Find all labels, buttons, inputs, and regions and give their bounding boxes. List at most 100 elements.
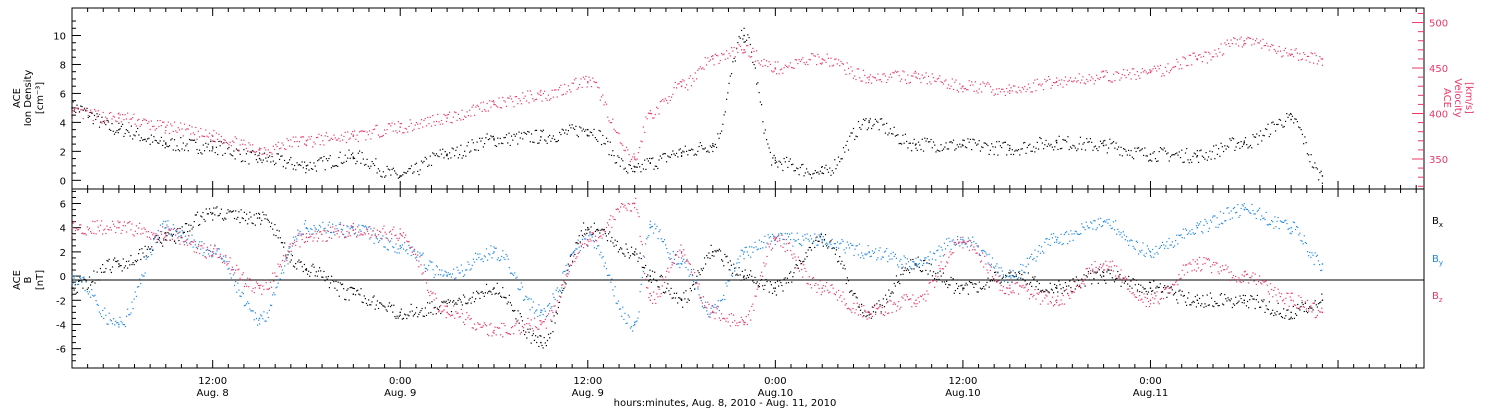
by-dot	[1205, 220, 1207, 222]
velocity-dot	[72, 110, 74, 112]
bx-dot	[610, 240, 612, 242]
velocity-dot	[836, 63, 838, 65]
ion-density-dot	[128, 131, 130, 133]
velocity-dot	[946, 87, 948, 89]
ion-density-dot	[220, 141, 223, 143]
velocity-dot	[1062, 86, 1064, 88]
by-dot	[349, 227, 351, 230]
velocity-dot	[225, 141, 228, 144]
ion-density-dot	[1044, 144, 1046, 146]
by-dot	[104, 307, 106, 309]
by-dot	[237, 282, 239, 284]
velocity-dot	[245, 147, 248, 150]
bz-dot	[120, 232, 122, 235]
velocity-point	[71, 112, 73, 115]
ion-density-dot	[1226, 145, 1228, 147]
ion-density-dot	[443, 157, 445, 159]
by-dot	[787, 236, 790, 238]
velocity-dot	[471, 106, 473, 108]
velocity-dot	[888, 76, 890, 78]
velocity-dot	[644, 131, 646, 134]
velocity-dot	[632, 156, 634, 158]
bx-dot	[742, 276, 745, 278]
bx-dot	[1086, 276, 1088, 278]
velocity-dot	[702, 67, 704, 69]
ion-density-dot	[513, 133, 515, 136]
velocity-dot	[193, 133, 196, 136]
by-dot	[1102, 221, 1105, 223]
velocity-dot	[424, 118, 426, 120]
bx-dot	[1011, 281, 1013, 283]
ion-density-dot	[245, 153, 248, 155]
bx-dot	[1202, 295, 1204, 297]
bx-dot	[245, 213, 248, 215]
bx-dot	[316, 275, 318, 277]
bx-dot	[1010, 271, 1012, 273]
velocity-dot	[673, 87, 675, 89]
by-dot	[735, 267, 737, 269]
bx-dot	[884, 294, 887, 296]
by-dot	[348, 231, 350, 233]
ion-density-dot	[728, 82, 730, 85]
velocity-dot	[636, 158, 638, 160]
bx-dot	[370, 304, 372, 306]
ion-density-dot	[871, 127, 873, 130]
ion-density-dot	[600, 143, 603, 146]
velocity-dot	[518, 97, 520, 100]
by-dot	[362, 225, 364, 227]
bx-dot	[73, 289, 75, 291]
velocity-dot	[445, 120, 448, 123]
bx-dot	[854, 292, 856, 295]
bx-dot	[368, 299, 370, 301]
ion-density-dot	[665, 161, 668, 163]
ion-density-dot	[546, 142, 548, 144]
bx-dot	[283, 246, 285, 248]
ion-density-dot	[829, 167, 831, 169]
by-dot	[279, 278, 281, 280]
by-dot	[934, 253, 936, 255]
bx-dot	[327, 275, 329, 278]
ion-density-dot	[235, 148, 238, 150]
by-dot	[435, 265, 437, 267]
velocity-dot	[715, 54, 718, 56]
ion-density-dot	[519, 137, 521, 139]
by-dot	[105, 314, 107, 317]
by-dot	[544, 310, 546, 312]
bx-dot	[249, 211, 251, 213]
bx-dot	[850, 290, 852, 292]
by-dot	[806, 233, 808, 235]
velocity-dot	[747, 45, 749, 47]
velocity-dot	[409, 119, 411, 121]
velocity-dot	[774, 68, 776, 70]
bx-dot	[220, 208, 223, 210]
velocity-dot	[690, 85, 693, 87]
ion-density-dot	[150, 134, 153, 136]
by-dot	[275, 287, 277, 289]
ion-density-dot	[338, 156, 340, 159]
ion-density-dot	[1166, 153, 1168, 155]
by-dot	[183, 241, 185, 243]
velocity-dot	[297, 145, 299, 147]
bx-dot	[77, 280, 80, 282]
velocity-dot	[258, 147, 261, 149]
velocity-dot	[1036, 78, 1038, 80]
bx-dot	[1200, 305, 1202, 307]
bx-dot	[72, 287, 74, 289]
ion-density-dot	[350, 154, 353, 156]
ion-density-dot	[734, 60, 736, 62]
bx-dot	[947, 286, 949, 289]
velocity-dot	[180, 122, 182, 124]
by-dot	[882, 256, 884, 258]
bx-dot	[358, 293, 360, 295]
bx-dot	[179, 227, 181, 230]
bx-dot	[861, 303, 863, 305]
ion-density-dot	[979, 150, 982, 152]
velocity-dot	[105, 116, 107, 118]
bx-dot	[108, 258, 110, 261]
bz-point	[446, 311, 448, 314]
by-dot	[386, 248, 388, 250]
velocity-dot	[300, 136, 302, 138]
velocity-dot	[115, 120, 117, 122]
velocity-dot	[1141, 68, 1143, 70]
by-dot	[856, 245, 858, 247]
